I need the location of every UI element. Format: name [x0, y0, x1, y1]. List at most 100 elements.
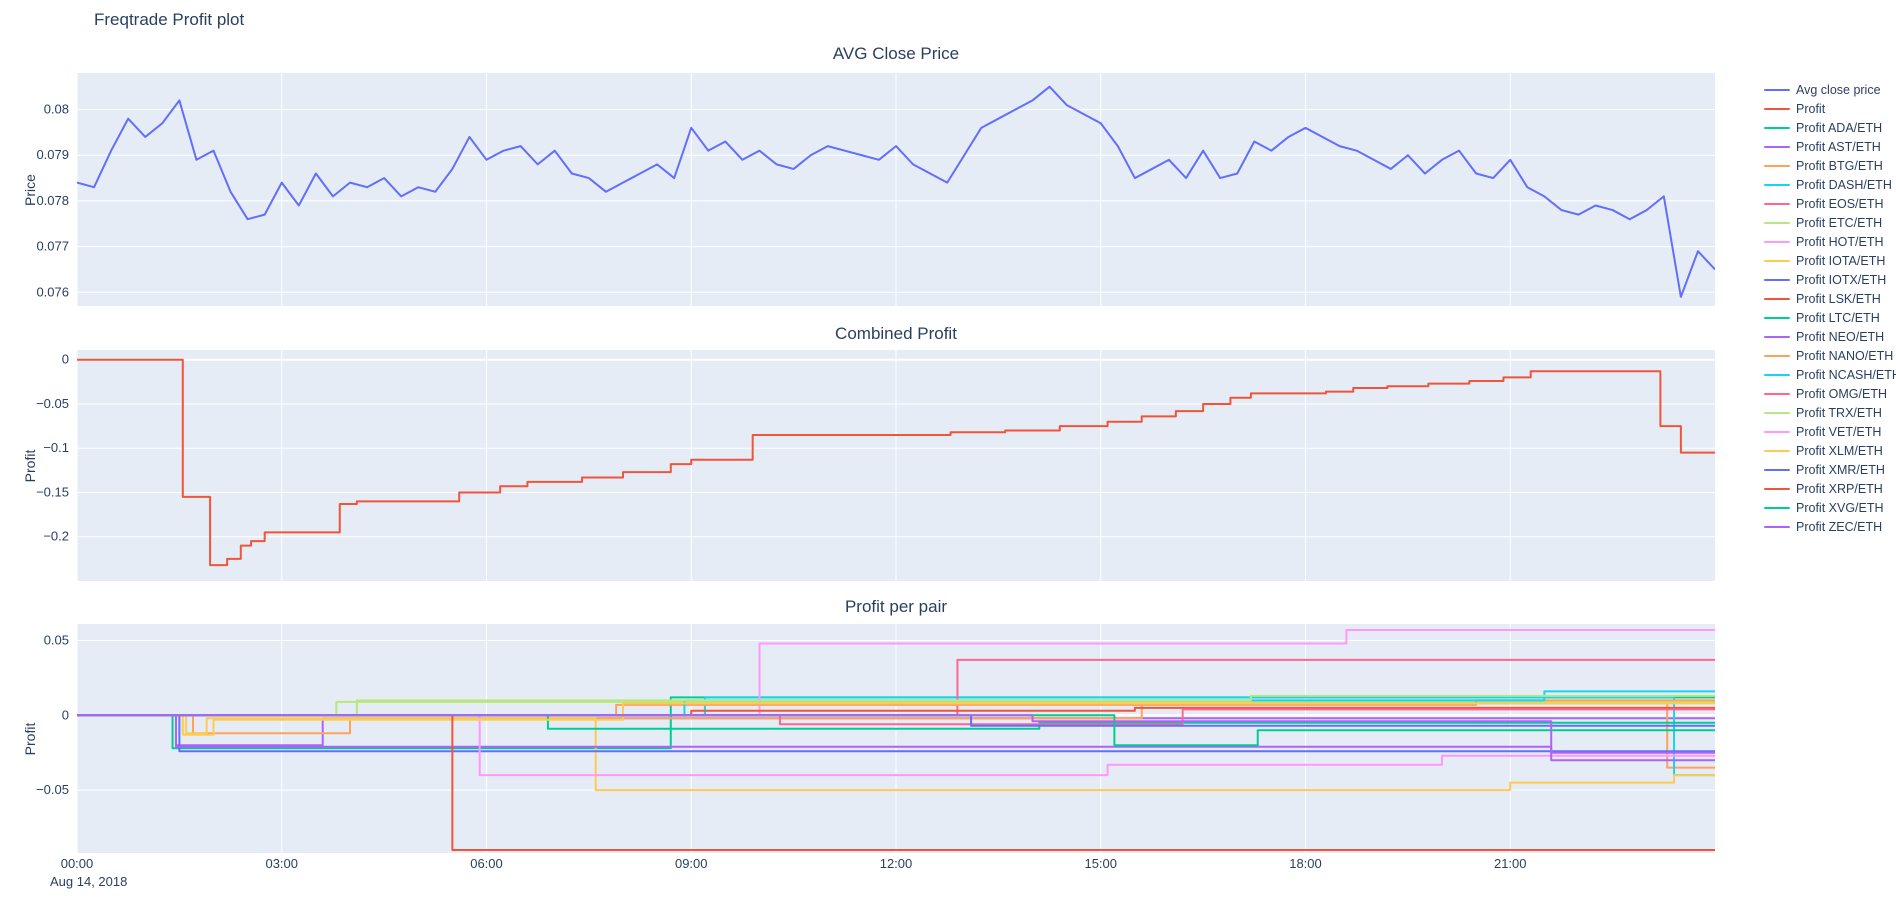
legend-label: Profit VET/ETH — [1796, 424, 1882, 439]
legend-label: Profit LSK/ETH — [1796, 291, 1881, 306]
x-tick-label: 06:00 — [470, 856, 503, 871]
legend-swatch — [1764, 164, 1790, 167]
subplot-title-avg-close-price: AVG Close Price — [832, 44, 960, 63]
legend-label: Profit NCASH/ETH — [1796, 367, 1896, 382]
legend-swatch — [1764, 145, 1790, 148]
legend-swatch — [1764, 430, 1790, 433]
profit-per-pair-chart[interactable]: 0.05 0 −0.05 — [0, 624, 1740, 853]
legend-item[interactable]: Profit ETC/ETH — [1764, 213, 1896, 232]
legend-label: Avg close price — [1796, 82, 1881, 97]
x-tick-label: 15:00 — [1084, 856, 1118, 871]
legend-swatch — [1764, 88, 1790, 91]
legend-item[interactable]: Profit IOTA/ETH — [1764, 251, 1896, 270]
series-profit-btg-eth — [77, 702, 1715, 769]
y-tick-label: 0.078 — [36, 193, 69, 208]
legend-label: Profit HOT/ETH — [1796, 234, 1884, 249]
legend-label: Profit NEO/ETH — [1796, 329, 1885, 344]
legend-label: Profit XVG/ETH — [1796, 500, 1884, 515]
legend-label: Profit ZEC/ETH — [1796, 519, 1883, 534]
series-profit — [77, 358, 1715, 567]
combined-profit-chart[interactable]: 0 −0.05 −0.1 −0.15 −0.2 — [0, 350, 1740, 581]
y-tick-label: −0.1 — [43, 440, 69, 455]
series-avg-close-price — [77, 85, 1715, 298]
legend-item[interactable]: Profit DASH/ETH — [1764, 175, 1896, 194]
y-tick-label: −0.05 — [36, 782, 69, 797]
series-profit-vet-eth — [77, 714, 1715, 777]
series-profit-xlm-eth — [77, 702, 1715, 736]
x-axis-date-label: Aug 14, 2018 — [50, 874, 128, 889]
legend-item[interactable]: Profit XVG/ETH — [1764, 498, 1896, 517]
y-tick-label: 0.077 — [36, 239, 69, 254]
legend-item[interactable]: Profit VET/ETH — [1764, 422, 1896, 441]
legend-label: Profit XMR/ETH — [1796, 462, 1885, 477]
legend-item[interactable]: Profit OMG/ETH — [1764, 384, 1896, 403]
legend-item[interactable]: Profit IOTX/ETH — [1764, 270, 1896, 289]
legend-swatch — [1764, 202, 1790, 205]
legend-label: Profit IOTA/ETH — [1796, 253, 1886, 268]
legend-item[interactable]: Profit ZEC/ETH — [1764, 517, 1896, 536]
y-tick-label: −0.05 — [36, 396, 69, 411]
legend-swatch — [1764, 506, 1790, 509]
legend-label: Profit ETC/ETH — [1796, 215, 1883, 230]
y-tick-label: 0 — [62, 352, 69, 367]
y-tick-label: 0 — [62, 707, 69, 722]
legend-item[interactable]: Profit NCASH/ETH — [1764, 365, 1896, 384]
legend-label: Profit XLM/ETH — [1796, 443, 1883, 458]
legend-swatch — [1764, 221, 1790, 224]
legend-item[interactable]: Profit AST/ETH — [1764, 137, 1896, 156]
legend-swatch — [1764, 411, 1790, 414]
legend-swatch — [1764, 107, 1790, 110]
x-tick-label: 03:00 — [265, 856, 299, 871]
legend-swatch — [1764, 354, 1790, 357]
legend-swatch — [1764, 259, 1790, 262]
legend-swatch — [1764, 392, 1790, 395]
legend-swatch — [1764, 316, 1790, 319]
y-tick-label: −0.2 — [43, 529, 69, 544]
y-tick-label: 0.08 — [44, 102, 69, 117]
y-tick-label: 0.05 — [44, 632, 69, 647]
x-tick-label: 18:00 — [1289, 856, 1322, 871]
legend-label: Profit AST/ETH — [1796, 139, 1881, 154]
legend-item[interactable]: Profit ADA/ETH — [1764, 118, 1896, 137]
legend-item[interactable]: Profit TRX/ETH — [1764, 403, 1896, 422]
legend-label: Profit XRP/ETH — [1796, 481, 1883, 496]
legend-swatch — [1764, 297, 1790, 300]
legend-label: Profit BTG/ETH — [1796, 158, 1883, 173]
legend-label: Profit — [1796, 101, 1826, 116]
legend-item[interactable]: Profit LSK/ETH — [1764, 289, 1896, 308]
legend-label: Profit DASH/ETH — [1796, 177, 1892, 192]
legend-item[interactable]: Profit XLM/ETH — [1764, 441, 1896, 460]
legend-swatch — [1764, 373, 1790, 376]
legend-item[interactable]: Profit — [1764, 99, 1896, 118]
legend-swatch — [1764, 278, 1790, 281]
y-tick-label: −0.15 — [36, 484, 69, 499]
legend-swatch — [1764, 183, 1790, 186]
legend-label: Profit TRX/ETH — [1796, 405, 1882, 420]
x-tick-label: 00:00 — [60, 856, 94, 871]
legend-swatch — [1764, 126, 1790, 129]
legend-item[interactable]: Profit NANO/ETH — [1764, 346, 1896, 365]
avg-close-price-chart[interactable]: 0.08 0.079 0.078 0.077 0.076 — [0, 73, 1740, 306]
x-tick-label: 21:00 — [1493, 856, 1527, 871]
legend-label: Profit OMG/ETH — [1796, 386, 1887, 401]
legend-swatch — [1764, 335, 1790, 338]
legend-swatch — [1764, 468, 1790, 471]
legend-label: Profit EOS/ETH — [1796, 196, 1884, 211]
legend-item[interactable]: Profit LTC/ETH — [1764, 308, 1896, 327]
legend-item[interactable]: Profit NEO/ETH — [1764, 327, 1896, 346]
legend-item[interactable]: Profit XMR/ETH — [1764, 460, 1896, 479]
legend-item[interactable]: Avg close price — [1764, 80, 1896, 99]
legend-item[interactable]: Profit HOT/ETH — [1764, 232, 1896, 251]
subplot-title-profit-per-pair: Profit per pair — [844, 597, 948, 616]
legend-label: Profit IOTX/ETH — [1796, 272, 1887, 287]
legend: Avg close price Profit Profit ADA/ETH Profi… — [1764, 80, 1896, 536]
legend-label: Profit ADA/ETH — [1796, 120, 1883, 135]
x-axis-tick-labels: 00:00 03:00 06:00 09:00 12:00 15:00 18:00 21:00 — [0, 856, 1896, 872]
legend-swatch — [1764, 449, 1790, 452]
legend-item[interactable]: Profit XRP/ETH — [1764, 479, 1896, 498]
legend-item[interactable]: Profit BTG/ETH — [1764, 156, 1896, 175]
x-tick-label: 12:00 — [879, 856, 913, 871]
legend-label: Profit LTC/ETH — [1796, 310, 1880, 325]
page-title: Freqtrade Profit plot — [94, 10, 245, 29]
legend-item[interactable]: Profit EOS/ETH — [1764, 194, 1896, 213]
